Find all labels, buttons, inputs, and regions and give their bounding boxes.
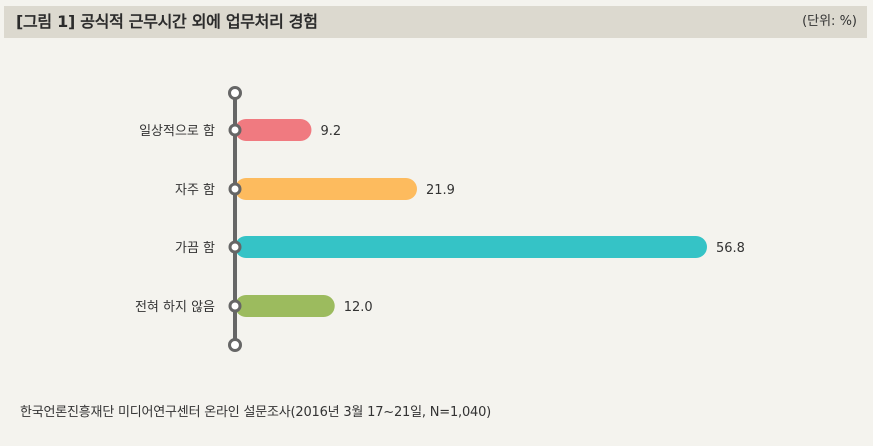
value-label: 12.0 xyxy=(344,300,373,315)
bar xyxy=(235,178,417,200)
category-label: 가끔 함 xyxy=(175,241,215,256)
bar xyxy=(235,119,312,141)
bar-marker xyxy=(228,182,242,196)
chart-header: [그림 1] 공식적 근무시간 외에 업무처리 경험 (단위: %) xyxy=(4,6,867,38)
unit-label: (단위: %) xyxy=(802,14,857,29)
value-label: 56.8 xyxy=(716,241,745,256)
value-label: 21.9 xyxy=(426,183,455,198)
bar-marker xyxy=(228,299,242,313)
bar-marker xyxy=(228,123,242,137)
axis-bottom-cap xyxy=(228,338,242,352)
bar xyxy=(235,236,707,258)
bar xyxy=(235,295,335,317)
axis-top-cap xyxy=(228,86,242,100)
category-label: 일상적으로 함 xyxy=(139,124,215,139)
category-label: 자주 함 xyxy=(175,183,215,198)
value-label: 9.2 xyxy=(320,124,341,139)
chart-title: [그림 1] 공식적 근무시간 외에 업무처리 경험 xyxy=(16,12,318,31)
category-label: 전혀 하지 않음 xyxy=(135,300,215,315)
bar-marker xyxy=(228,240,242,254)
source-note: 한국언론진흥재단 미디어연구센터 온라인 설문조사(2016년 3월 17~21… xyxy=(20,405,492,420)
